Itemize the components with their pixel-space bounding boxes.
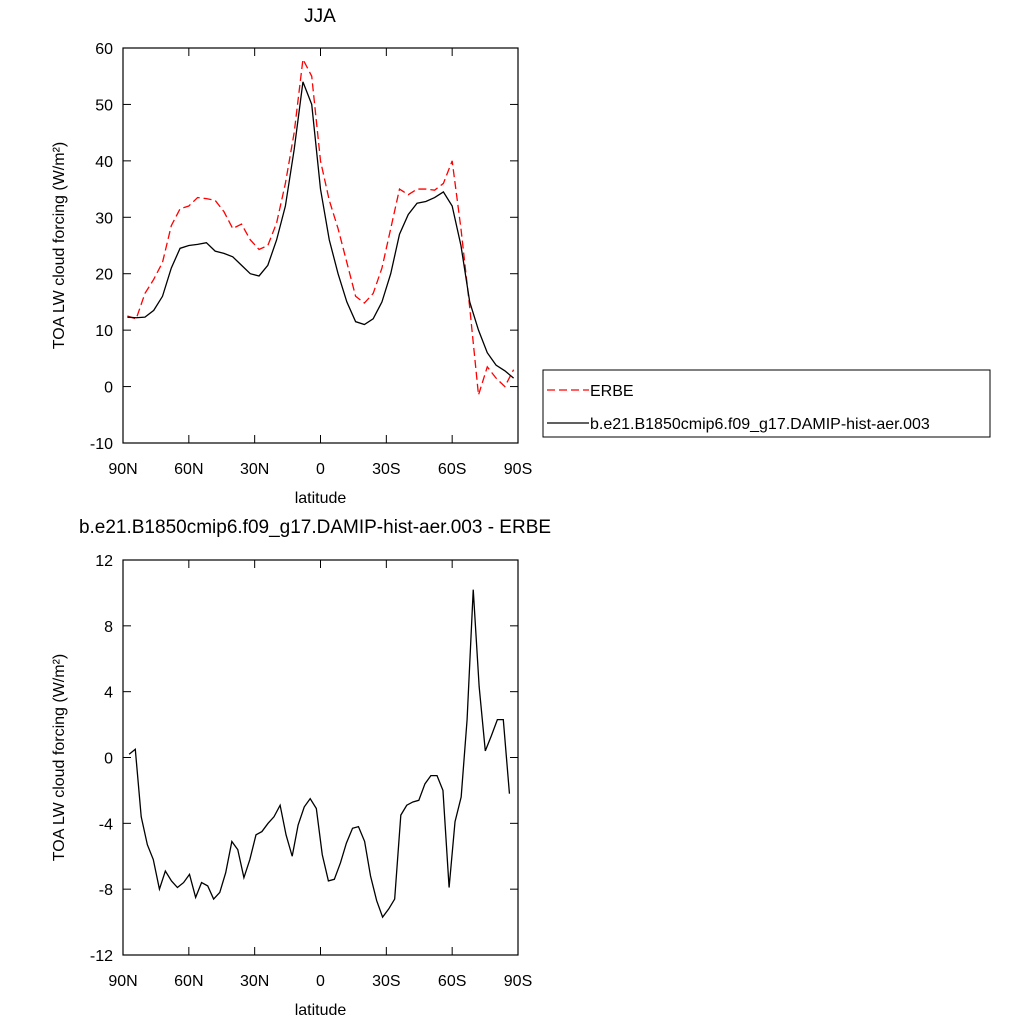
y-tick-label: -8 <box>99 882 113 899</box>
y-tick-label: -12 <box>90 948 113 965</box>
y-axis-label: TOA LW cloud forcing (W/m²) <box>51 654 68 861</box>
y-tick-label: 4 <box>104 685 113 702</box>
x-tick-label: 60N <box>174 461 203 478</box>
legend-box <box>542 369 991 438</box>
x-tick-label: 90S <box>504 973 532 990</box>
chart-title: JJA <box>304 6 336 27</box>
chart-title: b.e21.B1850cmip6.f09_g17.DAMIP-hist-aer.… <box>79 517 551 538</box>
plot-frame <box>122 47 519 444</box>
y-tick-label: 0 <box>104 751 113 768</box>
y-tick-label: 40 <box>95 154 113 171</box>
data-line <box>128 589 511 919</box>
x-tick-label: 30S <box>372 973 400 990</box>
data-line <box>127 81 515 379</box>
y-tick-label: 0 <box>104 380 113 397</box>
legend-label: ERBE <box>590 383 634 400</box>
x-tick-label: 90N <box>108 973 137 990</box>
y-tick-label: 8 <box>104 619 113 636</box>
x-tick-label: 60N <box>174 973 203 990</box>
legend-label: b.e21.B1850cmip6.f09_g17.DAMIP-hist-aer.… <box>590 416 930 433</box>
y-tick-label: 10 <box>95 323 113 340</box>
x-tick-label: 90S <box>504 461 532 478</box>
y-tick-label: 12 <box>95 553 113 570</box>
x-axis-label: latitude <box>295 490 347 507</box>
y-tick-label: 20 <box>95 267 113 284</box>
y-tick-label: -4 <box>99 816 113 833</box>
x-tick-label: 60S <box>438 461 466 478</box>
x-tick-label: 30N <box>240 461 269 478</box>
x-tick-label: 90N <box>108 461 137 478</box>
x-axis-label: latitude <box>295 1002 347 1019</box>
data-line <box>127 57 515 396</box>
y-tick-label: 30 <box>95 210 113 227</box>
x-tick-label: 0 <box>316 461 325 478</box>
y-axis-label: TOA LW cloud forcing (W/m²) <box>51 142 68 349</box>
y-tick-label: 60 <box>95 41 113 58</box>
y-tick-label: -10 <box>90 436 113 453</box>
x-tick-label: 60S <box>438 973 466 990</box>
x-tick-label: 30N <box>240 973 269 990</box>
x-tick-label: 30S <box>372 461 400 478</box>
y-tick-label: 50 <box>95 97 113 114</box>
x-tick-label: 0 <box>316 973 325 990</box>
plot-frame <box>122 559 519 956</box>
